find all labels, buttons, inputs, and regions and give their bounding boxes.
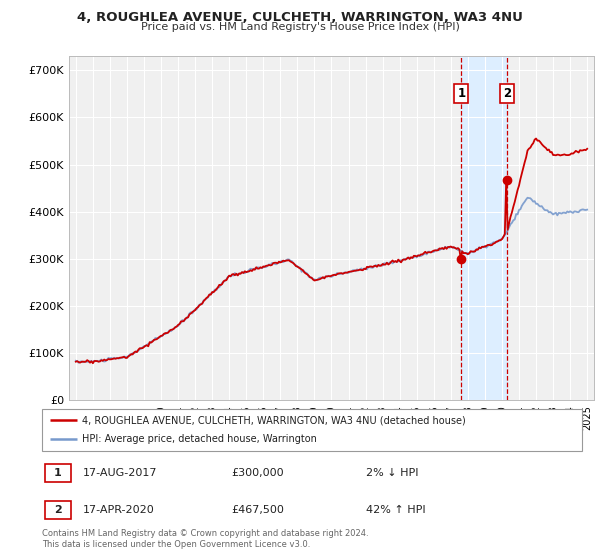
Text: 1: 1 <box>457 87 466 100</box>
Text: 42% ↑ HPI: 42% ↑ HPI <box>366 505 425 515</box>
Text: 17-APR-2020: 17-APR-2020 <box>83 505 154 515</box>
Text: Price paid vs. HM Land Registry's House Price Index (HPI): Price paid vs. HM Land Registry's House … <box>140 22 460 32</box>
Text: 17-AUG-2017: 17-AUG-2017 <box>83 468 157 478</box>
Text: 2% ↓ HPI: 2% ↓ HPI <box>366 468 419 478</box>
Text: 2: 2 <box>503 87 511 100</box>
Bar <box>45 464 71 482</box>
Text: HPI: Average price, detached house, Warrington: HPI: Average price, detached house, Warr… <box>83 435 317 445</box>
Text: 4, ROUGHLEA AVENUE, CULCHETH, WARRINGTON, WA3 4NU: 4, ROUGHLEA AVENUE, CULCHETH, WARRINGTON… <box>77 11 523 24</box>
Text: £467,500: £467,500 <box>231 505 284 515</box>
Text: Contains HM Land Registry data © Crown copyright and database right 2024.
This d: Contains HM Land Registry data © Crown c… <box>42 529 368 549</box>
Text: 2: 2 <box>54 505 62 515</box>
Text: 4, ROUGHLEA AVENUE, CULCHETH, WARRINGTON, WA3 4NU (detached house): 4, ROUGHLEA AVENUE, CULCHETH, WARRINGTON… <box>83 415 466 425</box>
Text: 1: 1 <box>54 468 62 478</box>
Bar <box>461 56 507 400</box>
Bar <box>45 501 71 519</box>
Text: £300,000: £300,000 <box>231 468 284 478</box>
